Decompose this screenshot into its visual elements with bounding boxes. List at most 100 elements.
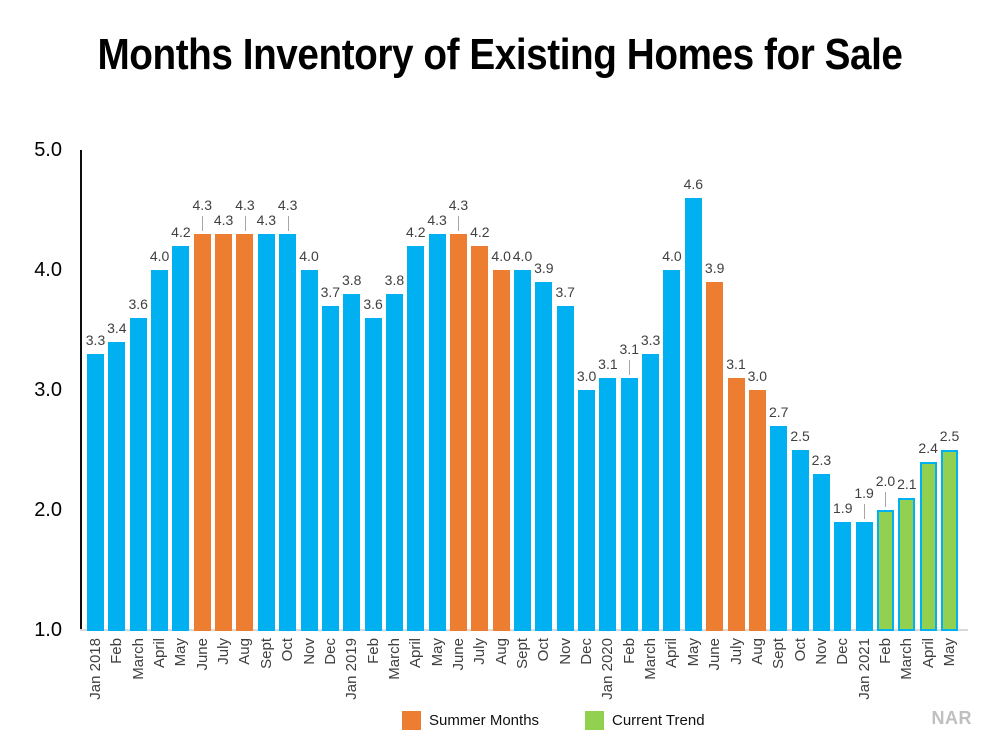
bar-value-label: 3.1 [726, 356, 746, 372]
x-axis-label: June [706, 638, 724, 671]
bar-july-2020 [727, 378, 745, 631]
y-tick-label: 1.0 [34, 619, 62, 641]
bar-feb-2018 [108, 342, 126, 631]
label-leader-line [202, 216, 204, 231]
x-axis-label: May [941, 638, 958, 667]
x-axis-label: April [663, 638, 681, 669]
bar-value-label: 4.0 [512, 248, 533, 264]
bar-aug-2018 [236, 234, 254, 631]
bar-april-2018 [151, 270, 169, 631]
bar-value-label: 4.0 [491, 248, 511, 264]
bar-value-label: 2.3 [811, 452, 832, 468]
bar-value-label: 4.2 [406, 224, 426, 240]
x-axis-label: June [193, 638, 211, 671]
legend-swatch-summer-months [402, 711, 421, 730]
label-leader-line [287, 216, 289, 231]
bar-april-2021 [919, 462, 937, 631]
bar-value-label: 4.3 [427, 212, 447, 228]
label-leader-line [885, 492, 887, 507]
bar-value-label: 3.8 [341, 272, 362, 288]
bar-value-label: 4.0 [662, 248, 682, 264]
x-axis-label: March [129, 638, 147, 680]
x-axis-label: March [642, 638, 660, 680]
y-tick-label: 3.0 [34, 379, 62, 401]
bar-aug-2019 [492, 270, 510, 631]
bar-jan-2021 [855, 522, 873, 631]
bar-value-label: 3.9 [704, 260, 725, 276]
bar-value-label: 2.4 [918, 440, 938, 456]
bar-value-label: 3.4 [107, 320, 127, 336]
bar-value-label: 3.9 [534, 260, 554, 276]
x-axis-label: Nov [300, 638, 318, 665]
bar-value-label: 3.1 [619, 341, 639, 357]
x-axis-label: Dec [321, 638, 339, 665]
x-axis-label: Jan 2020 [599, 638, 617, 700]
bar-march-2019 [385, 294, 403, 631]
x-axis-label: May [428, 638, 446, 667]
x-axis-label: Feb [876, 638, 894, 664]
y-tick-label: 5.0 [34, 139, 62, 161]
label-leader-line [629, 360, 631, 375]
x-axis-label: Oct [535, 638, 553, 662]
bar-value-label: 4.0 [299, 248, 319, 264]
x-axis-label: Dec [834, 638, 852, 665]
x-axis-label: Oct [791, 638, 809, 662]
bar-march-2020 [642, 354, 660, 631]
legend-label-current-trend: Current Trend [612, 712, 705, 729]
bar-nov-2018 [300, 270, 318, 631]
x-axis-label: Feb [364, 638, 382, 664]
bar-value-label: 4.3 [277, 197, 298, 213]
bar-nov-2020 [812, 474, 830, 631]
legend-swatch-current-trend [585, 711, 604, 730]
bar-value-label: 3.7 [320, 284, 341, 300]
y-tick-label: 2.0 [34, 499, 62, 521]
bar-april-2020 [663, 270, 681, 631]
bar-nov-2019 [556, 306, 574, 631]
x-axis-label: July [215, 638, 233, 665]
label-leader-line [458, 216, 460, 231]
bar-value-label: 3.0 [576, 368, 597, 384]
bar-value-label: 4.2 [470, 224, 490, 240]
bar-value-label: 3.0 [747, 368, 768, 384]
bar-sept-2020 [770, 426, 788, 631]
bar-feb-2019 [364, 318, 382, 631]
bar-value-label: 2.0 [875, 473, 896, 489]
bar-value-label: 1.9 [833, 500, 853, 516]
x-axis-label: Aug [748, 638, 766, 665]
bar-oct-2019 [535, 282, 553, 631]
x-axis-label: Jan 2018 [87, 638, 104, 700]
bar-dec-2020 [834, 522, 852, 631]
bar-feb-2021 [876, 510, 894, 631]
bar-june-2020 [706, 282, 724, 631]
x-axis-label: Jan 2019 [343, 638, 361, 700]
bar-value-label: 3.6 [128, 296, 148, 312]
bar-june-2018 [193, 234, 211, 631]
bar-jan-2020 [599, 378, 617, 631]
bar-value-label: 3.3 [640, 332, 661, 348]
bar-value-label: 2.1 [897, 476, 917, 492]
y-axis-line [80, 150, 82, 631]
x-axis-label: Sept [770, 638, 788, 669]
bar-aug-2020 [748, 390, 766, 631]
x-axis-label: April [151, 638, 169, 669]
bar-value-label: 3.6 [363, 296, 383, 312]
bar-may-2021 [941, 450, 958, 631]
bar-may-2020 [684, 198, 702, 631]
bar-jan-2018 [87, 354, 104, 631]
bar-value-label: 3.1 [598, 356, 618, 372]
bar-sept-2018 [257, 234, 275, 631]
x-axis-label: Feb [620, 638, 638, 664]
x-axis-label: Aug [236, 638, 254, 665]
x-axis-label: July [471, 638, 489, 665]
x-axis-label: March [385, 638, 403, 680]
bar-feb-2020 [620, 378, 638, 631]
x-axis-label: Oct [279, 638, 297, 662]
bar-value-label: 4.6 [683, 176, 704, 192]
label-leader-line [864, 504, 866, 519]
x-axis-label: Sept [257, 638, 275, 669]
x-axis-label: May [684, 638, 702, 667]
y-tick-label: 4.0 [34, 259, 62, 281]
x-axis-label: July [727, 638, 745, 665]
x-axis-label: March [898, 638, 916, 680]
